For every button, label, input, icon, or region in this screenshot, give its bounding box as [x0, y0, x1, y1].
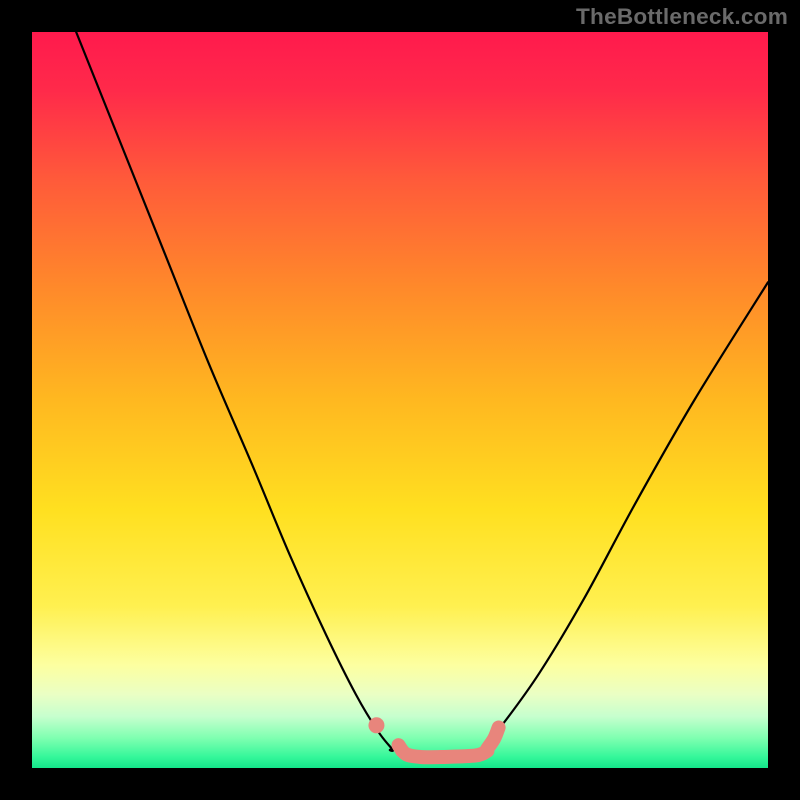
optimal-marker-dot — [368, 717, 384, 733]
bottleneck-curve-chart — [0, 0, 800, 800]
optimal-marker-blob — [395, 745, 408, 758]
chart-stage: TheBottleneck.com — [0, 0, 800, 800]
watermark-text: TheBottleneck.com — [576, 4, 788, 30]
plot-background — [32, 32, 768, 768]
